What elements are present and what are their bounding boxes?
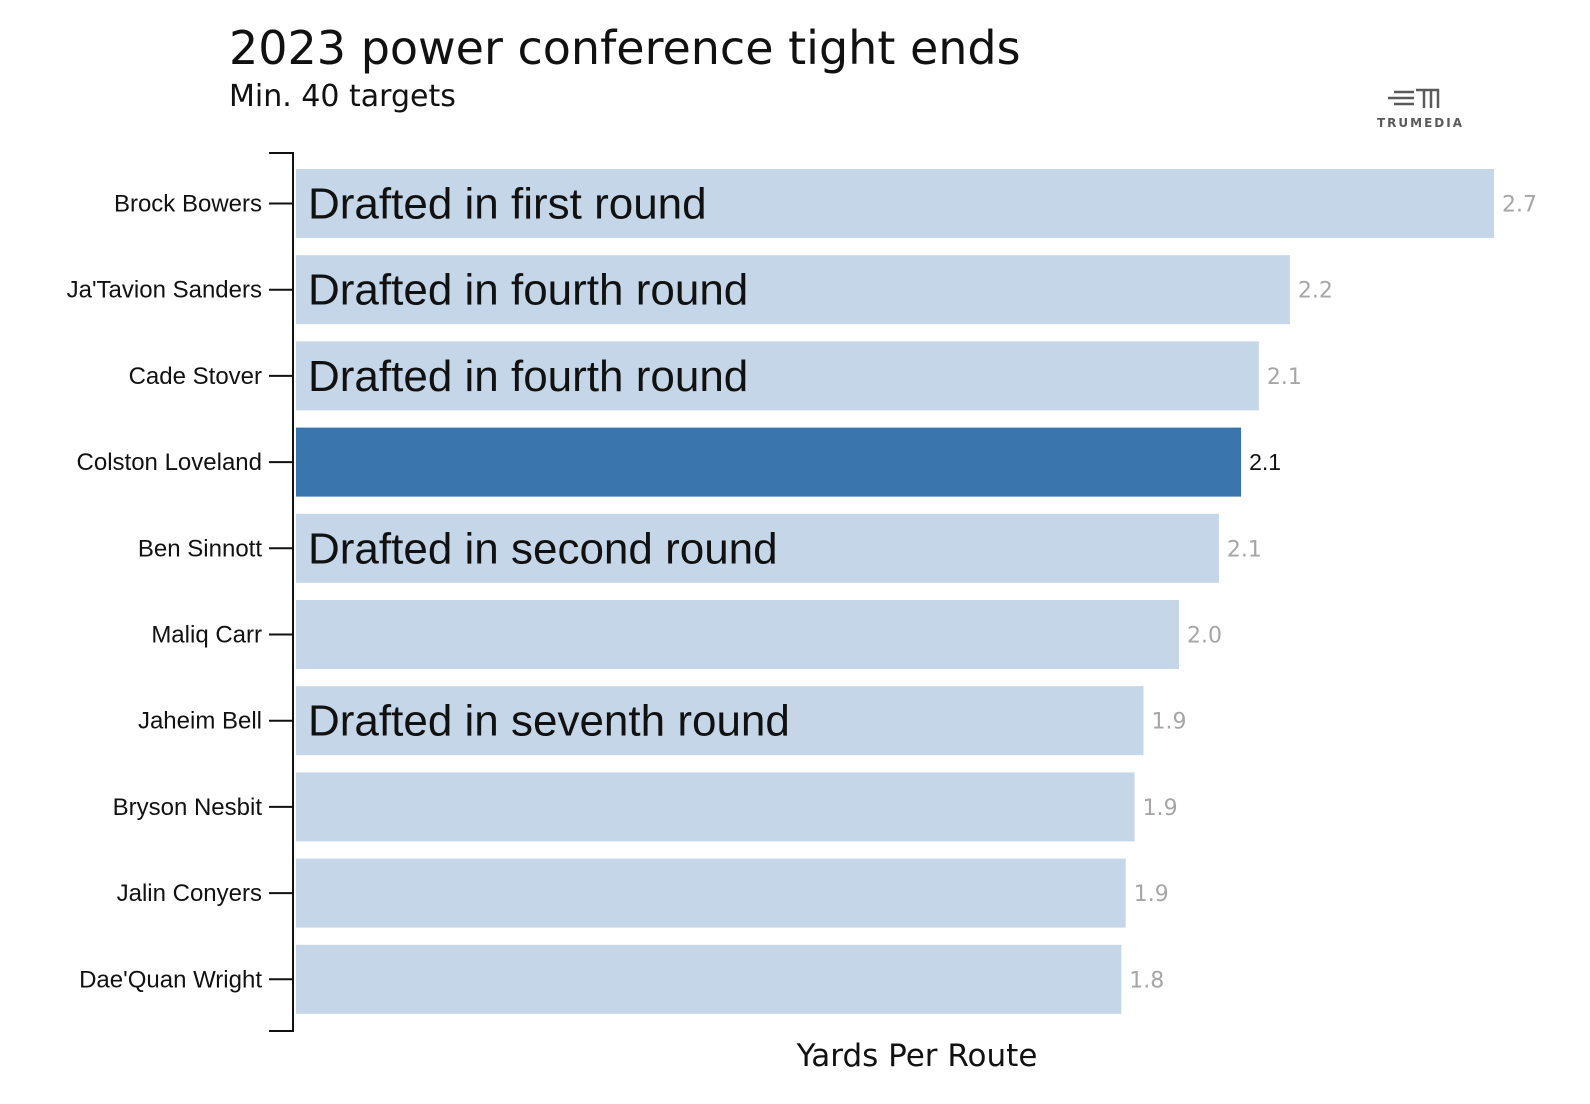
y-tick-label: Dae'Quan Wright (79, 966, 262, 993)
bar-annotation: Drafted in second round (308, 524, 778, 573)
logo-text: TRUMEDIA (1377, 116, 1464, 130)
data-label: 1.8 (1129, 968, 1164, 993)
data-label: 2.0 (1187, 624, 1222, 649)
bar-annotation: Drafted in fourth round (308, 352, 748, 401)
y-tick-label: Maliq Carr (151, 622, 262, 649)
bars-layer (296, 169, 1494, 1014)
data-label: 1.9 (1151, 710, 1186, 735)
data-label: 2.2 (1298, 279, 1333, 304)
y-tick-label: Bryson Nesbit (113, 794, 263, 821)
bar-annotation: Drafted in fourth round (308, 266, 748, 315)
bar-8 (296, 772, 1135, 842)
value-labels-layer: 2.7 2.2 2.1 2.1 2.1 2.0 1.9 1.9 1.9 1.8 (1129, 193, 1537, 994)
bar-1 (296, 169, 1494, 238)
y-tick-label: Colston Loveland (77, 449, 262, 476)
chart-title: 2023 power conference tight ends (229, 21, 1021, 75)
bar-2 (296, 255, 1290, 325)
bar-annotation: Drafted in seventh round (308, 697, 790, 746)
trumedia-logo: TRUMEDIA (1377, 88, 1464, 130)
bar-4 (296, 427, 1242, 497)
bar-5 (296, 513, 1219, 583)
data-label: 2.1 (1267, 365, 1302, 390)
annotations-layer: Drafted in first round Drafted in fourth … (308, 180, 790, 746)
y-tick-labels: Brock Bowers Ja'Tavion Sanders Cade Stover… (67, 191, 293, 993)
chart-subtitle: Min. 40 targets (229, 79, 456, 114)
y-tick-label: Ben Sinnott (138, 535, 262, 562)
data-label: 2.1 (1227, 537, 1262, 562)
y-axis (269, 152, 294, 1032)
y-tick-label: Cade Stover (129, 363, 262, 390)
x-axis-label: Yards Per Route (796, 1038, 1038, 1074)
bar-10 (296, 944, 1122, 1014)
y-tick-label: Jaheim Bell (138, 708, 262, 735)
bar-6 (296, 600, 1179, 669)
data-label: 2.1 (1249, 449, 1281, 475)
y-tick-label: Brock Bowers (114, 191, 262, 218)
data-label: 1.9 (1143, 796, 1178, 821)
data-label: 2.7 (1502, 193, 1537, 218)
bar-annotation: Drafted in first round (308, 180, 707, 229)
bar-7 (296, 686, 1144, 756)
bar-9 (296, 858, 1126, 928)
trumedia-logo-icon (1388, 88, 1440, 108)
data-label: 1.9 (1134, 882, 1169, 907)
y-tick-label: Ja'Tavion Sanders (67, 277, 262, 304)
y-tick-label: Jalin Conyers (117, 880, 262, 907)
bar-3 (296, 341, 1259, 411)
